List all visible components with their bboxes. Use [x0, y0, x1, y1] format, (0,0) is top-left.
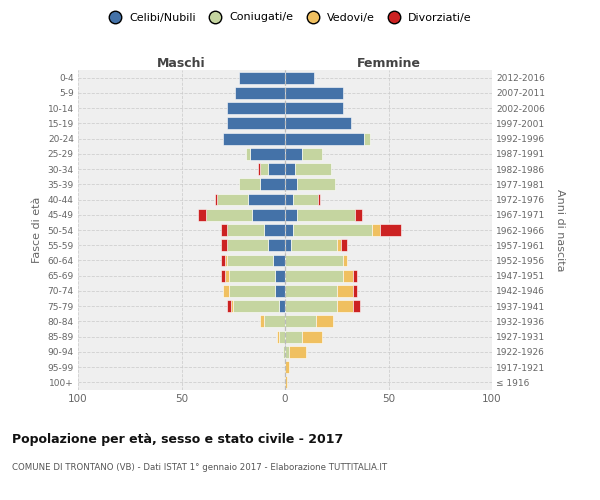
Bar [343, 270, 353, 281]
Bar [285, 316, 316, 328]
Bar [279, 300, 285, 312]
Bar [298, 178, 335, 190]
Bar [272, 254, 285, 266]
Bar [260, 178, 285, 190]
Bar [285, 178, 298, 190]
Bar [291, 240, 337, 251]
Bar [235, 87, 285, 99]
Bar [206, 209, 252, 220]
Text: COMUNE DI TRONTANO (VB) - Dati ISTAT 1° gennaio 2017 - Elaborazione TUTTITALIA.I: COMUNE DI TRONTANO (VB) - Dati ISTAT 1° … [12, 462, 387, 471]
Bar [285, 330, 302, 342]
Bar [277, 330, 279, 342]
Bar [227, 118, 285, 130]
Bar [364, 132, 370, 144]
Bar [343, 254, 347, 266]
Bar [293, 224, 372, 236]
Bar [353, 300, 359, 312]
Bar [275, 285, 285, 297]
Bar [229, 285, 275, 297]
Text: Maschi: Maschi [157, 57, 206, 70]
Bar [221, 224, 227, 236]
Bar [217, 194, 248, 205]
Bar [285, 361, 289, 373]
Bar [239, 72, 285, 84]
Bar [285, 148, 302, 160]
Bar [285, 132, 364, 144]
Bar [275, 270, 285, 281]
Bar [245, 148, 250, 160]
Bar [285, 300, 337, 312]
Bar [265, 224, 285, 236]
Bar [215, 194, 217, 205]
Bar [285, 102, 343, 114]
Bar [248, 194, 285, 205]
Bar [221, 254, 225, 266]
Bar [268, 240, 285, 251]
Bar [285, 254, 343, 266]
Bar [250, 148, 285, 160]
Text: Femmine: Femmine [356, 57, 421, 70]
Bar [285, 285, 337, 297]
Bar [225, 254, 227, 266]
Bar [268, 163, 285, 175]
Bar [285, 376, 287, 388]
Legend: Celibi/Nubili, Coniugati/e, Vedovi/e, Divorziati/e: Celibi/Nubili, Coniugati/e, Vedovi/e, Di… [100, 8, 476, 27]
Bar [285, 163, 295, 175]
Bar [285, 209, 298, 220]
Bar [229, 270, 275, 281]
Bar [227, 254, 272, 266]
Bar [260, 163, 268, 175]
Bar [302, 148, 322, 160]
Y-axis label: Fasce di età: Fasce di età [32, 197, 42, 263]
Text: Popolazione per età, sesso e stato civile - 2017: Popolazione per età, sesso e stato civil… [12, 432, 343, 446]
Bar [283, 346, 285, 358]
Bar [221, 270, 225, 281]
Bar [285, 240, 291, 251]
Bar [302, 330, 322, 342]
Bar [285, 224, 293, 236]
Bar [355, 209, 362, 220]
Bar [285, 72, 314, 84]
Bar [227, 300, 231, 312]
Bar [198, 209, 206, 220]
Y-axis label: Anni di nascita: Anni di nascita [555, 188, 565, 271]
Bar [231, 300, 233, 312]
Bar [285, 194, 293, 205]
Bar [279, 330, 285, 342]
Bar [289, 346, 306, 358]
Bar [258, 163, 260, 175]
Bar [221, 240, 227, 251]
Bar [285, 87, 343, 99]
Bar [295, 163, 331, 175]
Bar [337, 240, 341, 251]
Bar [285, 270, 343, 281]
Bar [353, 285, 358, 297]
Bar [372, 224, 380, 236]
Bar [252, 209, 285, 220]
Bar [341, 240, 347, 251]
Bar [353, 270, 358, 281]
Bar [233, 300, 279, 312]
Bar [298, 209, 355, 220]
Bar [260, 316, 265, 328]
Bar [227, 240, 268, 251]
Bar [293, 194, 318, 205]
Bar [285, 118, 351, 130]
Bar [380, 224, 401, 236]
Bar [337, 300, 353, 312]
Bar [239, 178, 260, 190]
Bar [223, 132, 285, 144]
Bar [318, 194, 320, 205]
Bar [285, 346, 289, 358]
Bar [227, 224, 265, 236]
Bar [225, 270, 229, 281]
Bar [223, 285, 229, 297]
Bar [227, 102, 285, 114]
Bar [265, 316, 285, 328]
Bar [316, 316, 332, 328]
Bar [337, 285, 353, 297]
